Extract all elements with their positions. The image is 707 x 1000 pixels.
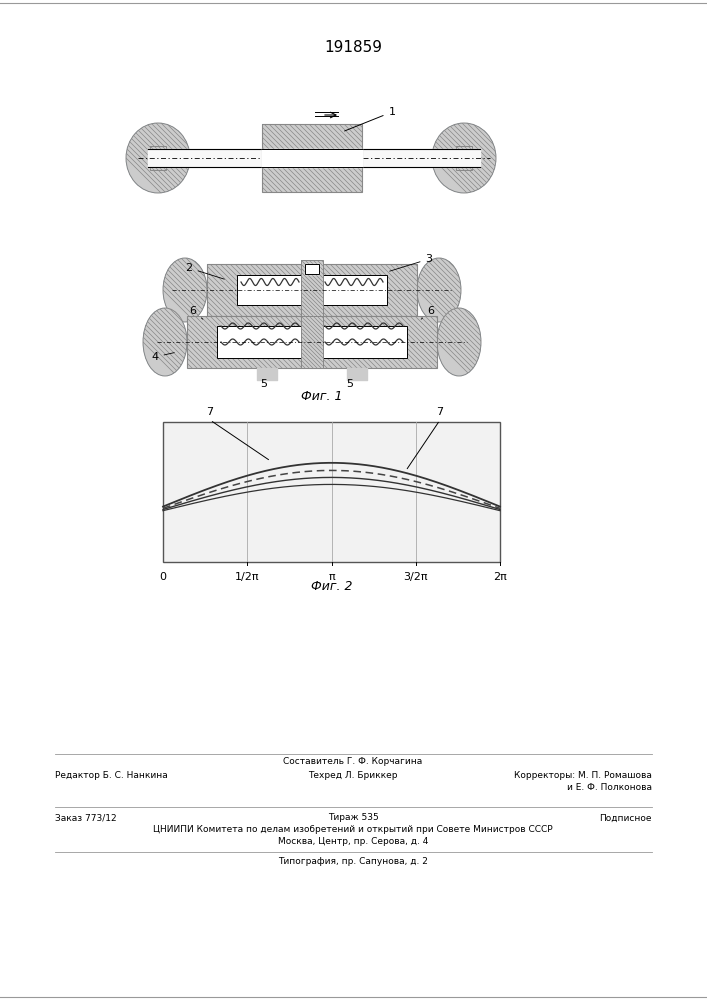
Bar bbox=[150, 146, 166, 170]
Bar bbox=[262, 124, 362, 192]
Text: 6: 6 bbox=[189, 306, 203, 319]
Ellipse shape bbox=[143, 308, 187, 376]
Text: Корректоры: М. П. Ромашова: Корректоры: М. П. Ромашова bbox=[514, 770, 652, 780]
Text: 4: 4 bbox=[151, 352, 175, 362]
Bar bbox=[150, 146, 166, 170]
Ellipse shape bbox=[417, 258, 461, 322]
Text: 1: 1 bbox=[344, 107, 395, 131]
Text: и Е. Ф. Полконова: и Е. Ф. Полконова bbox=[567, 782, 652, 792]
Text: 2: 2 bbox=[185, 263, 224, 279]
Bar bbox=[301, 316, 323, 368]
Text: Заказ 773/12: Заказ 773/12 bbox=[55, 814, 117, 822]
Bar bbox=[456, 146, 472, 170]
Text: Москва, Центр, пр. Серова, д. 4: Москва, Центр, пр. Серова, д. 4 bbox=[278, 838, 428, 846]
Text: 7: 7 bbox=[206, 407, 214, 417]
Bar bbox=[262, 124, 362, 192]
Text: 7: 7 bbox=[436, 407, 443, 417]
Bar bbox=[207, 264, 417, 316]
Ellipse shape bbox=[143, 308, 187, 376]
Text: Техред Л. Бриккер: Техред Л. Бриккер bbox=[308, 770, 398, 780]
Text: Тираж 535: Тираж 535 bbox=[327, 814, 378, 822]
Text: 0: 0 bbox=[160, 572, 167, 582]
Ellipse shape bbox=[437, 308, 481, 376]
Bar bbox=[301, 260, 323, 320]
Ellipse shape bbox=[432, 123, 496, 193]
Text: 6: 6 bbox=[421, 306, 435, 319]
Text: π: π bbox=[328, 572, 335, 582]
Bar bbox=[456, 146, 472, 170]
Bar bbox=[217, 326, 407, 358]
Text: 3/2π: 3/2π bbox=[404, 572, 428, 582]
Bar bbox=[207, 264, 417, 316]
Ellipse shape bbox=[163, 258, 207, 322]
Ellipse shape bbox=[126, 123, 190, 193]
Text: Типография, пр. Сапунова, д. 2: Типография, пр. Сапунова, д. 2 bbox=[278, 857, 428, 866]
Bar bbox=[237, 275, 387, 305]
Bar bbox=[301, 316, 323, 368]
Text: Фиг. 2: Фиг. 2 bbox=[311, 580, 352, 592]
Text: 3: 3 bbox=[390, 254, 433, 271]
Bar bbox=[301, 260, 323, 320]
Ellipse shape bbox=[163, 258, 207, 322]
Bar bbox=[305, 264, 319, 274]
Text: 1/2π: 1/2π bbox=[235, 572, 259, 582]
Text: 5: 5 bbox=[260, 379, 267, 389]
Ellipse shape bbox=[417, 258, 461, 322]
Ellipse shape bbox=[432, 123, 496, 193]
Bar bbox=[187, 316, 437, 368]
Text: Редактор Б. С. Нанкина: Редактор Б. С. Нанкина bbox=[55, 770, 168, 780]
Text: Фиг. 1: Фиг. 1 bbox=[301, 389, 343, 402]
Ellipse shape bbox=[126, 123, 190, 193]
Bar bbox=[163, 422, 500, 562]
Text: 2π: 2π bbox=[493, 572, 507, 582]
Bar bbox=[257, 368, 277, 380]
Text: ЦНИИПИ Комитета по делам изобретений и открытий при Совете Министров СССР: ЦНИИПИ Комитета по делам изобретений и о… bbox=[153, 826, 553, 834]
Bar bbox=[347, 368, 367, 380]
Bar bbox=[187, 316, 437, 368]
Ellipse shape bbox=[437, 308, 481, 376]
Text: Подписное: Подписное bbox=[600, 814, 652, 822]
Text: Составитель Г. Ф. Корчагина: Составитель Г. Ф. Корчагина bbox=[284, 758, 423, 766]
Text: 191859: 191859 bbox=[324, 40, 382, 55]
Text: 5: 5 bbox=[346, 379, 354, 389]
